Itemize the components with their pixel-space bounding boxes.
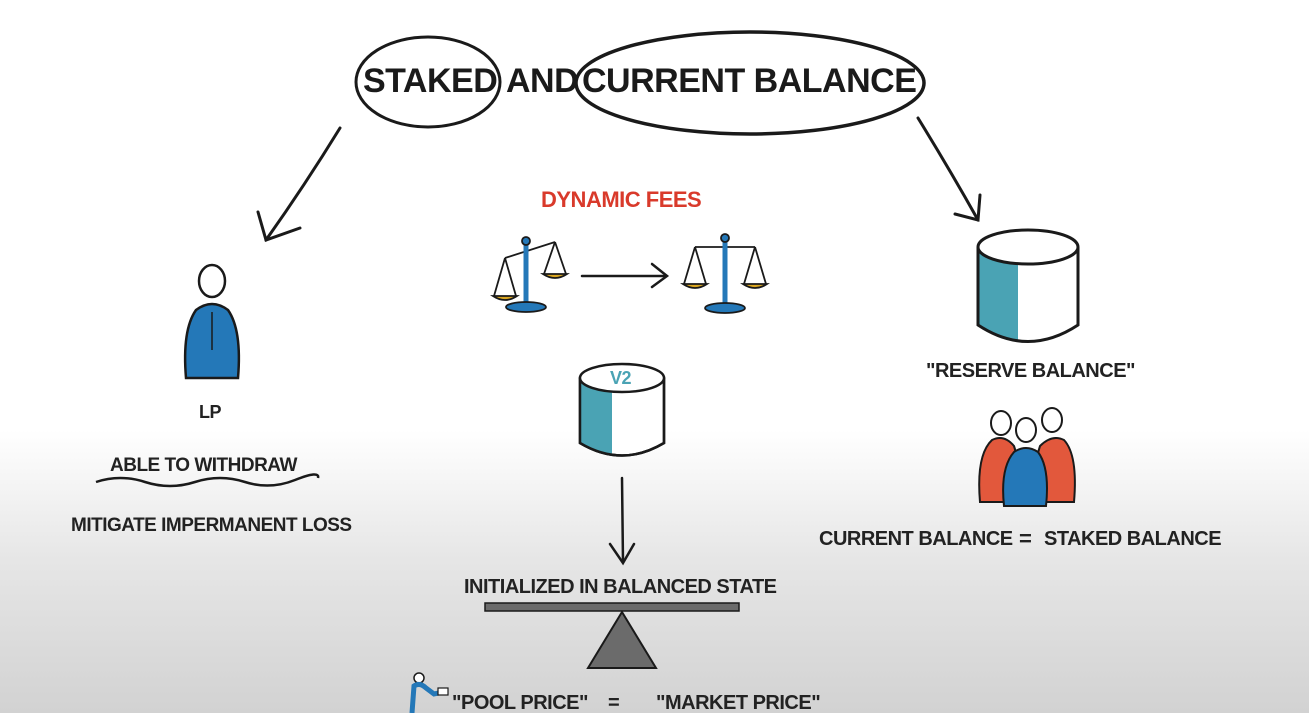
small-person-icon bbox=[409, 672, 449, 713]
market-price-label: "MARKET PRICE" bbox=[656, 692, 821, 714]
arrow-to-reserve bbox=[916, 116, 982, 222]
lp-label: LP bbox=[199, 402, 222, 422]
staked-oval bbox=[354, 35, 502, 129]
scale-unbalanced-icon bbox=[490, 236, 570, 313]
arrow-to-seesaw bbox=[608, 476, 636, 566]
reserve-balance-label: "RESERVE BALANCE" bbox=[926, 360, 1136, 382]
people-group-icon bbox=[978, 407, 1076, 507]
v2-cylinder-icon bbox=[578, 362, 666, 457]
title-staked: STAKED bbox=[363, 62, 498, 100]
seesaw-icon bbox=[484, 602, 740, 669]
withdraw-label: ABLE TO WITHDRAW bbox=[110, 455, 297, 476]
title-and: AND bbox=[506, 62, 579, 100]
v2-label: V2 bbox=[610, 368, 632, 388]
lp-person-icon bbox=[183, 263, 241, 380]
arrow-to-lp bbox=[256, 126, 342, 242]
current-balance-oval bbox=[574, 30, 926, 136]
scale-balanced-icon bbox=[680, 233, 770, 314]
pool-price-label: "POOL PRICE" bbox=[452, 692, 588, 714]
title-current-balance: CURRENT BALANCE bbox=[582, 62, 917, 100]
arrow-between-scales bbox=[580, 262, 670, 289]
mitigate-label: MITIGATE IMPERMANENT LOSS bbox=[71, 515, 352, 536]
staked-balance-label: STAKED BALANCE bbox=[1044, 528, 1222, 550]
current-balance-label: CURRENT BALANCE bbox=[819, 528, 1013, 550]
dynamic-fees-label: DYNAMIC FEES bbox=[541, 187, 702, 212]
balance-equals-sign: = bbox=[1019, 526, 1032, 551]
withdraw-wavy-underline bbox=[95, 473, 320, 488]
initialized-label: INITIALIZED IN BALANCED STATE bbox=[464, 576, 777, 598]
price-equals-sign: = bbox=[608, 692, 620, 714]
reserve-cylinder-icon bbox=[976, 228, 1080, 343]
